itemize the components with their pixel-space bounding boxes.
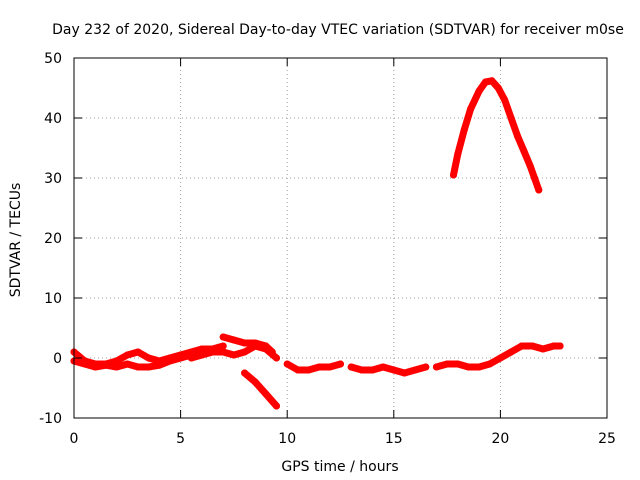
data-point: [528, 342, 536, 350]
data-point: [81, 360, 89, 368]
data-point: [123, 351, 131, 359]
x-tick-label: 10: [278, 431, 296, 447]
data-point: [273, 354, 280, 362]
data-point: [209, 348, 217, 356]
data-point: [219, 333, 227, 341]
chart-title: Day 232 of 2020, Sidereal Day-to-day VTE…: [52, 22, 624, 38]
y-tick-label: -10: [39, 411, 62, 427]
data-point: [198, 351, 206, 359]
data-point: [507, 114, 515, 122]
data-point: [501, 96, 509, 104]
x-tick-label: 25: [598, 431, 616, 447]
data-point: [347, 363, 355, 371]
data-point: [241, 369, 249, 377]
data-point: [241, 339, 249, 347]
data-point: [241, 348, 249, 356]
data-point: [230, 351, 238, 359]
data-point: [123, 360, 131, 368]
series-arc-5: [241, 369, 280, 410]
data-point: [507, 348, 515, 356]
data-point: [326, 363, 334, 371]
data-point: [113, 357, 121, 365]
data-point: [454, 150, 462, 158]
data-point: [460, 126, 468, 134]
data-point: [262, 390, 270, 398]
data-point: [262, 342, 270, 350]
data-point: [113, 363, 121, 371]
data-point: [486, 360, 494, 368]
data-point: [411, 366, 419, 374]
data-point: [230, 336, 238, 344]
data-point: [315, 363, 323, 371]
x-tick-label: 20: [491, 431, 509, 447]
data-point: [145, 354, 153, 362]
data-point: [134, 363, 142, 371]
data-point: [145, 363, 153, 371]
data-point: [520, 147, 528, 155]
data-point: [219, 348, 227, 356]
data-series: [70, 77, 564, 410]
data-point: [475, 363, 483, 371]
data-point: [251, 378, 259, 386]
data-point: [494, 84, 502, 92]
data-point: [496, 354, 504, 362]
axes-ticks: 0 5 10 15 20 25 -10 0 10 20 30 40 50: [39, 51, 616, 447]
data-point: [514, 132, 521, 140]
data-point: [305, 366, 312, 374]
data-point: [526, 162, 534, 170]
y-tick-label: 10: [44, 291, 62, 307]
data-point: [102, 361, 110, 369]
series-arc-9: [450, 77, 543, 194]
data-point: [379, 363, 387, 371]
data-point: [283, 360, 291, 368]
data-point: [539, 345, 547, 353]
y-tick-label: 20: [44, 231, 62, 247]
data-point: [488, 77, 496, 85]
data-point: [187, 354, 195, 362]
y-tick-label: 40: [44, 111, 62, 127]
data-point: [482, 78, 489, 86]
data-point: [475, 87, 483, 95]
data-point: [390, 366, 398, 374]
data-point: [467, 105, 475, 113]
data-point: [273, 402, 280, 410]
data-point: [294, 366, 302, 374]
x-tick-label: 15: [385, 431, 403, 447]
data-point: [531, 174, 538, 182]
data-point: [450, 171, 457, 179]
data-point: [251, 339, 259, 347]
data-point: [358, 366, 366, 374]
y-tick-label: 50: [44, 51, 62, 67]
data-point: [155, 361, 163, 369]
data-point: [134, 348, 142, 356]
data-point: [369, 366, 376, 374]
data-point: [91, 363, 99, 371]
data-point: [454, 360, 462, 368]
data-point: [443, 360, 451, 368]
y-axis-label: SDTVAR / TECUs: [8, 183, 24, 298]
data-point: [401, 369, 408, 377]
x-tick-label: 5: [176, 431, 185, 447]
data-point: [219, 342, 227, 350]
data-point: [422, 363, 430, 371]
data-point: [518, 342, 526, 350]
y-tick-label: 0: [53, 351, 62, 367]
data-point: [432, 363, 440, 371]
x-tick-label: 0: [70, 431, 79, 447]
data-point: [268, 348, 276, 356]
data-point: [464, 363, 472, 371]
data-point: [556, 342, 564, 350]
y-tick-label: 30: [44, 171, 62, 187]
x-axis-label: GPS time / hours: [281, 459, 398, 475]
data-point: [166, 357, 174, 365]
data-point: [535, 186, 543, 194]
data-point: [177, 354, 185, 362]
data-point: [550, 342, 558, 350]
data-point: [337, 360, 344, 368]
